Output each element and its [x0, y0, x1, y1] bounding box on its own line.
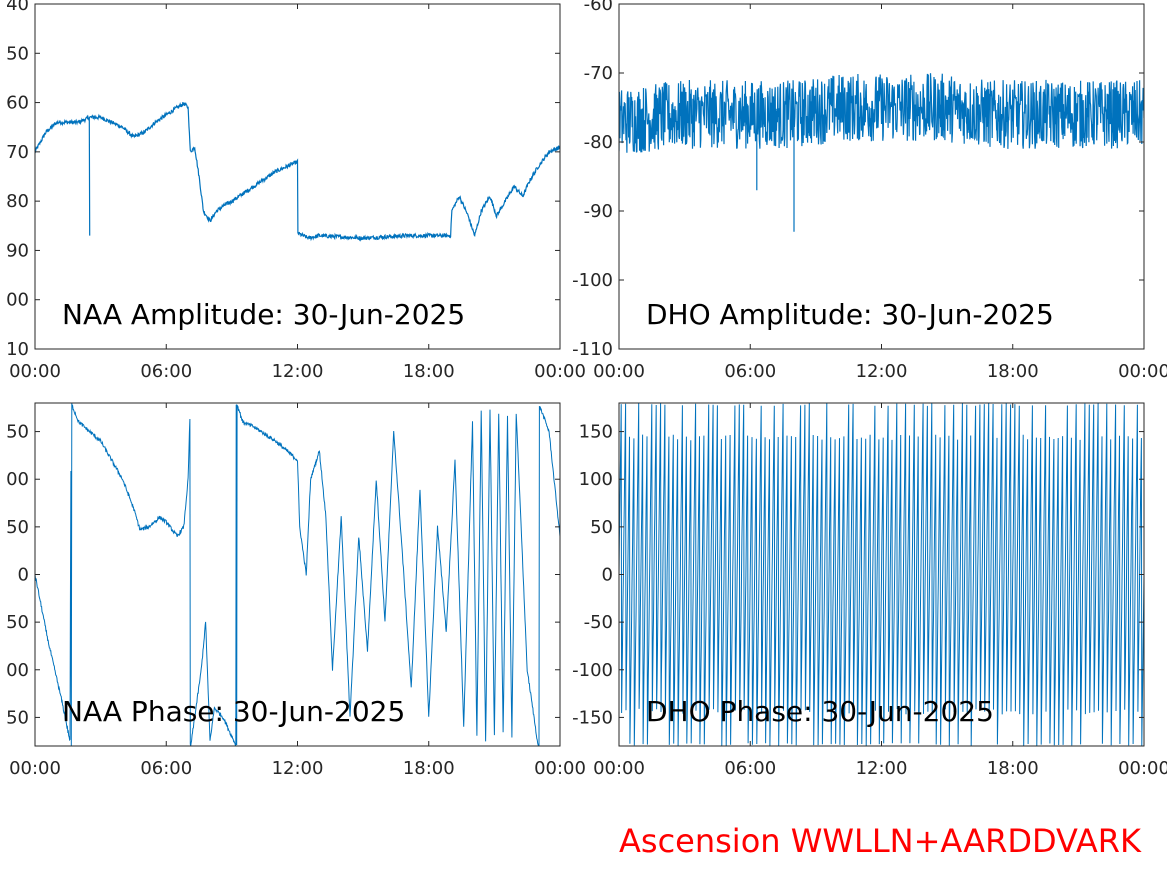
dho-phase-xtick-label: 18:00: [987, 758, 1039, 779]
naa-amplitude-ytick-label: 80: [6, 191, 29, 212]
dho-amplitude-ytick-label: -80: [584, 132, 613, 153]
dho-phase-xtick-label: 06:00: [724, 758, 776, 779]
dho-amplitude-xtick-label: 06:00: [724, 361, 776, 382]
naa-phase-ytick-label: 50: [6, 707, 29, 728]
naa-amplitude-xtick-label: 18:00: [403, 361, 455, 382]
naa-phase-title: NAA Phase: 30-Jun-2025: [62, 695, 405, 728]
naa-amplitude-xtick-label: 12:00: [272, 361, 324, 382]
dho-amplitude-xtick-label: 00:00: [1118, 361, 1167, 382]
dho-amplitude-xtick-label: 12:00: [856, 361, 908, 382]
dho-amplitude-ytick-label: -60: [584, 0, 613, 15]
naa-phase-xtick-label: 18:00: [403, 758, 455, 779]
naa-phase-ytick-label: 50: [6, 517, 29, 538]
dho-phase-ytick-label: -50: [584, 612, 613, 633]
naa-amplitude-ytick-label: 70: [6, 142, 29, 163]
dho-amplitude-ytick-label: -110: [572, 339, 613, 360]
dho-phase-title: DHO Phase: 30-Jun-2025: [646, 695, 994, 728]
dho-phase-ytick-label: -100: [572, 660, 613, 681]
naa-phase-ytick-label: 00: [6, 660, 29, 681]
dho-amplitude-ytick-label: -90: [584, 201, 613, 222]
naa-amplitude-ytick-label: 90: [6, 240, 29, 261]
dho-phase-xtick-label: 00:00: [593, 758, 645, 779]
naa-amplitude-panel: 00:00 06:00 12:00 18:00 00:00 40 50 60 70 80 90 00 1…: [6, 0, 586, 382]
dho-amplitude-title: DHO Amplitude: 30-Jun-2025: [646, 298, 1054, 331]
dho-phase-ytick-label: 50: [590, 517, 613, 538]
naa-amplitude-xtick-label: 00:00: [534, 361, 586, 382]
naa-phase-panel: 00:00 06:00 12:00 18:00 00:00 50 00 50 0 50 00 50 NA…: [6, 402, 586, 779]
naa-phase-series-line: [35, 403, 560, 746]
naa-phase-xtick-label: 00:00: [534, 758, 586, 779]
dho-phase-xtick-label: 00:00: [1118, 758, 1167, 779]
dho-phase-xtick-label: 12:00: [856, 758, 908, 779]
naa-amplitude-ytick-label: 40: [6, 0, 29, 15]
dho-amplitude-ytick-label: -70: [584, 63, 613, 84]
dho-phase-panel: 00:00 06:00 12:00 18:00 00:00 150 100 50 0 -50 -10…: [572, 402, 1167, 779]
naa-amplitude-xtick-label: 00:00: [9, 361, 61, 382]
naa-phase-xtick-label: 00:00: [9, 758, 61, 779]
naa-phase-ytick-label: 0: [18, 565, 29, 586]
naa-amplitude-ytick-label: 00: [6, 290, 29, 311]
dho-phase-ytick-label: 0: [602, 565, 613, 586]
naa-phase-xtick-label: 12:00: [272, 758, 324, 779]
naa-amplitude-series-line: [35, 101, 560, 242]
naa-phase-ytick-label: 00: [6, 469, 29, 490]
footer-label: Ascension WWLLN+AARDDVARK: [619, 822, 1141, 860]
naa-phase-ytick-label: 50: [6, 612, 29, 633]
naa-amplitude-ytick-label: 60: [6, 93, 29, 114]
dho-amplitude-ytick-label: -100: [572, 270, 613, 291]
naa-phase-xtick-label: 06:00: [140, 758, 192, 779]
dho-phase-ytick-label: 100: [579, 469, 613, 490]
dho-amplitude-series-line: [619, 73, 1144, 232]
dho-phase-ytick-label: -150: [572, 707, 613, 728]
naa-amplitude-ytick-label: 10: [6, 339, 29, 360]
naa-amplitude-ytick-label: 50: [6, 43, 29, 64]
dho-amplitude-panel: 00:00 06:00 12:00 18:00 00:00 -60 -70 -80 -90 -10…: [572, 0, 1167, 382]
dho-phase-series-line: [619, 403, 1144, 746]
dho-amplitude-xtick-label: 00:00: [593, 361, 645, 382]
dho-amplitude-xtick-label: 18:00: [987, 361, 1039, 382]
dho-phase-ytick-label: 150: [579, 422, 613, 443]
naa-amplitude-xtick-label: 06:00: [140, 361, 192, 382]
naa-amplitude-title: NAA Amplitude: 30-Jun-2025: [62, 298, 465, 331]
naa-phase-ytick-label: 50: [6, 422, 29, 443]
